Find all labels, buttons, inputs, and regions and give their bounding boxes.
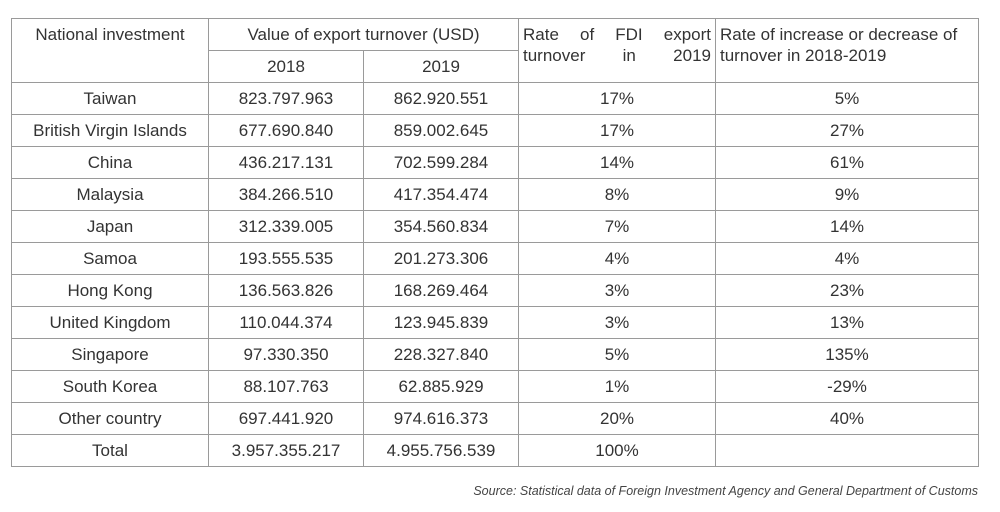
rate-fdi-cell: 5%: [518, 338, 716, 371]
value-2018-cell: 3.957.355.217: [208, 434, 364, 467]
country-cell: Singapore: [11, 338, 209, 371]
country-cell: South Korea: [11, 370, 209, 403]
value-2018-cell: 110.044.374: [208, 306, 364, 339]
table-row: British Virgin Islands 677.690.840 859.002…: [11, 114, 979, 147]
value-2019-cell: 862.920.551: [363, 82, 519, 115]
rate-change-cell: 61%: [715, 146, 979, 179]
table-row: Total 3.957.355.217 4.955.756.539 100%: [11, 434, 979, 467]
rate-fdi-cell: 7%: [518, 210, 716, 243]
rate-fdi-cell: 3%: [518, 306, 716, 339]
rate-change-cell: 5%: [715, 82, 979, 115]
header-2018: 2018: [208, 50, 364, 83]
table-row: Singapore 97.330.350 228.327.840 5% 135%: [11, 338, 979, 371]
rate-change-cell: 9%: [715, 178, 979, 211]
rate-fdi-cell: 17%: [518, 114, 716, 147]
value-2019-cell: 974.616.373: [363, 402, 519, 435]
rate-fdi-cell: 14%: [518, 146, 716, 179]
value-2018-cell: 677.690.840: [208, 114, 364, 147]
rate-fdi-cell: 4%: [518, 242, 716, 275]
country-cell: Hong Kong: [11, 274, 209, 307]
value-2018-cell: 436.217.131: [208, 146, 364, 179]
country-cell: Samoa: [11, 242, 209, 275]
value-2018-cell: 823.797.963: [208, 82, 364, 115]
country-cell: Malaysia: [11, 178, 209, 211]
table-row: China 436.217.131 702.599.284 14% 61%: [11, 146, 979, 179]
rate-change-cell: 40%: [715, 402, 979, 435]
table-row: Samoa 193.555.535 201.273.306 4% 4%: [11, 242, 979, 275]
value-2019-cell: 859.002.645: [363, 114, 519, 147]
rate-change-cell: 13%: [715, 306, 979, 339]
value-2019-cell: 4.955.756.539: [363, 434, 519, 467]
value-2018-cell: 97.330.350: [208, 338, 364, 371]
table-row: Japan 312.339.005 354.560.834 7% 14%: [11, 210, 979, 243]
country-cell: British Virgin Islands: [11, 114, 209, 147]
country-cell: Japan: [11, 210, 209, 243]
value-2019-cell: 354.560.834: [363, 210, 519, 243]
country-cell: Taiwan: [11, 82, 209, 115]
value-2019-cell: 228.327.840: [363, 338, 519, 371]
header-rate-fdi: Rate of FDI export turnover in 2019: [518, 18, 716, 83]
rate-change-cell: 135%: [715, 338, 979, 371]
rate-fdi-cell: 8%: [518, 178, 716, 211]
value-2018-cell: 136.563.826: [208, 274, 364, 307]
value-2019-cell: 168.269.464: [363, 274, 519, 307]
header-2019: 2019: [363, 50, 519, 83]
table-row: United Kingdom 110.044.374 123.945.839 3% 13…: [11, 306, 979, 339]
value-2018-cell: 88.107.763: [208, 370, 364, 403]
rate-change-cell: 23%: [715, 274, 979, 307]
rate-fdi-cell: 1%: [518, 370, 716, 403]
table-row: Hong Kong 136.563.826 168.269.464 3% 23%: [11, 274, 979, 307]
rate-fdi-cell: 100%: [518, 434, 716, 467]
source-note: Source: Statistical data of Foreign Inve…: [473, 484, 978, 498]
value-2019-cell: 702.599.284: [363, 146, 519, 179]
value-2019-cell: 201.273.306: [363, 242, 519, 275]
rate-change-cell: 4%: [715, 242, 979, 275]
value-2018-cell: 384.266.510: [208, 178, 364, 211]
value-2018-cell: 697.441.920: [208, 402, 364, 435]
country-cell: Total: [11, 434, 209, 467]
header-rate-change: Rate of increase or decrease of turnover…: [715, 18, 979, 83]
rate-fdi-cell: 20%: [518, 402, 716, 435]
country-cell: Other country: [11, 402, 209, 435]
header-country: National investment: [11, 18, 209, 83]
table-row: South Korea 88.107.763 62.885.929 1% -29%: [11, 370, 979, 403]
rate-change-cell: -29%: [715, 370, 979, 403]
table-row: Malaysia 384.266.510 417.354.474 8% 9%: [11, 178, 979, 211]
table-row: Other country 697.441.920 974.616.373 20% 40…: [11, 402, 979, 435]
rate-change-cell: 14%: [715, 210, 979, 243]
country-cell: China: [11, 146, 209, 179]
rate-fdi-cell: 3%: [518, 274, 716, 307]
value-2019-cell: 417.354.474: [363, 178, 519, 211]
rate-fdi-cell: 17%: [518, 82, 716, 115]
rate-change-cell: 27%: [715, 114, 979, 147]
country-cell: United Kingdom: [11, 306, 209, 339]
rate-change-cell: [715, 434, 979, 467]
value-2018-cell: 312.339.005: [208, 210, 364, 243]
value-2018-cell: 193.555.535: [208, 242, 364, 275]
value-2019-cell: 123.945.839: [363, 306, 519, 339]
header-value: Value of export turnover (USD): [208, 18, 519, 51]
fdi-export-table: National investment Value of export turn…: [11, 18, 979, 467]
table-row: Taiwan 823.797.963 862.920.551 17% 5%: [11, 82, 979, 115]
value-2019-cell: 62.885.929: [363, 370, 519, 403]
